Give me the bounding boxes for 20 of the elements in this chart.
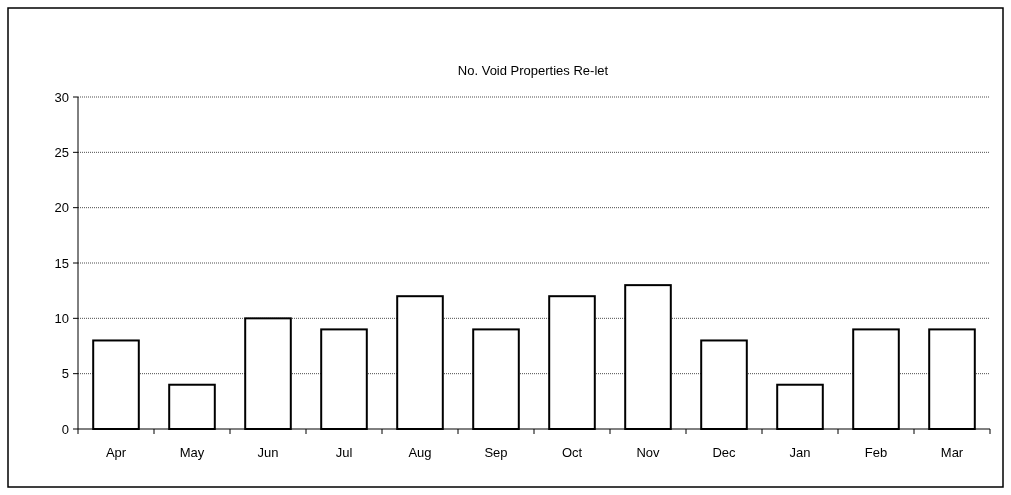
- x-tick-label: Nov: [636, 445, 661, 460]
- x-tick-label: Jan: [789, 445, 811, 460]
- y-tick-label: 20: [54, 200, 69, 216]
- x-tick-label: Oct: [561, 445, 583, 460]
- x-tick-label: Jun: [257, 445, 279, 460]
- x-tick-label: Mar: [940, 445, 964, 460]
- y-tick-label: 5: [61, 366, 69, 382]
- y-tick-label: 10: [54, 310, 69, 326]
- x-tick-label: Dec: [712, 445, 737, 460]
- chart-title: No. Void Properties Re-let: [457, 63, 609, 78]
- x-tick-label: May: [179, 445, 205, 460]
- x-tick-label: Apr: [105, 445, 127, 460]
- x-tick-label: Feb: [864, 445, 888, 460]
- x-tick-label: Sep: [484, 445, 508, 460]
- y-tick-label: 30: [54, 89, 69, 105]
- x-tick-label: Aug: [408, 445, 432, 460]
- y-tick-label: 15: [54, 255, 69, 271]
- y-tick-label: 0: [61, 421, 69, 437]
- x-tick-label: Jul: [335, 445, 353, 460]
- y-tick-label: 25: [54, 144, 69, 160]
